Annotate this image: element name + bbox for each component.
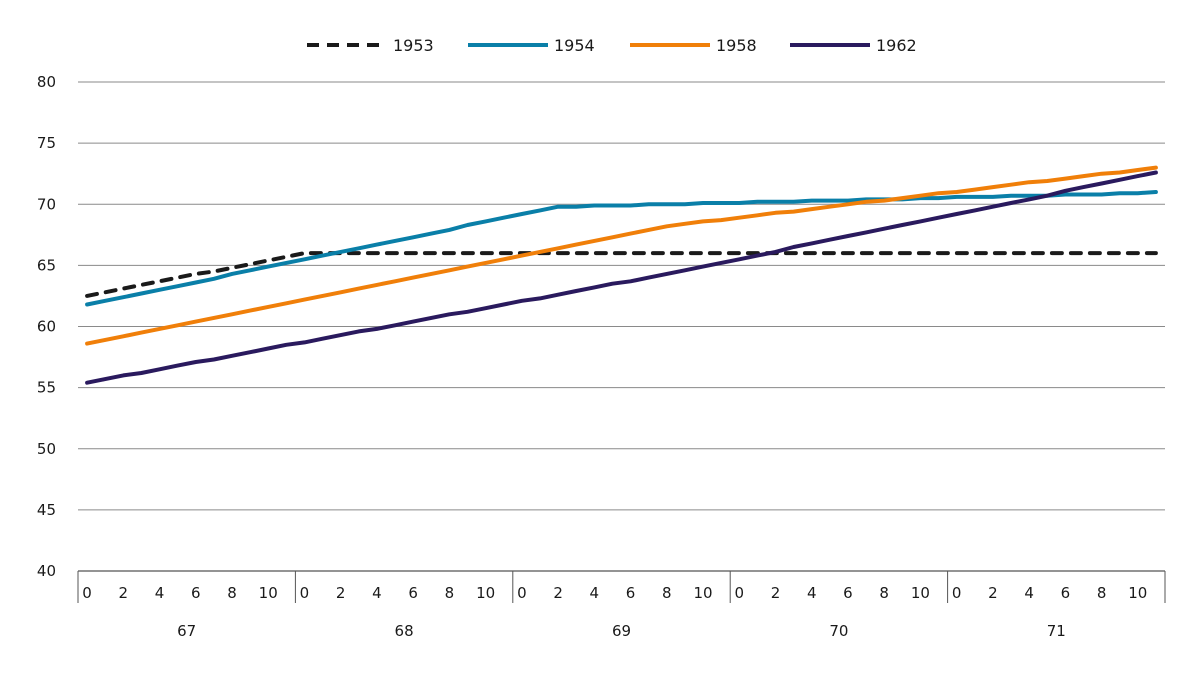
x-sub-tick-label: 6: [626, 584, 636, 602]
x-sub-tick-label: 2: [988, 584, 998, 602]
series-line-1958: [85, 165, 1158, 346]
legend-label: 1953: [393, 36, 434, 55]
y-tick-label: 75: [37, 134, 56, 152]
y-tick-label: 50: [37, 440, 56, 458]
x-sub-tick-label: 6: [843, 584, 853, 602]
y-tick-label: 70: [37, 195, 56, 213]
x-sub-tick-label: 4: [590, 584, 600, 602]
x-sub-tick-label: 8: [879, 584, 889, 602]
y-tick-label: 45: [37, 501, 56, 519]
x-sub-tick-label: 10: [911, 584, 930, 602]
x-group-label: 70: [829, 622, 848, 640]
y-tick-label: 60: [37, 318, 56, 336]
x-sub-tick-label: 4: [155, 584, 165, 602]
x-sub-tick-label: 10: [476, 584, 495, 602]
x-sub-tick-label: 2: [771, 584, 781, 602]
legend-label: 1962: [876, 36, 917, 55]
series-line-1962: [85, 170, 1158, 385]
x-sub-tick-label: 8: [662, 584, 672, 602]
x-sub-tick-label: 4: [807, 584, 817, 602]
x-sub-tick-label: 8: [227, 584, 237, 602]
x-sub-tick-label: 10: [259, 584, 278, 602]
x-group-label: 69: [612, 622, 631, 640]
series-line-1953: [85, 251, 1158, 298]
x-sub-tick-label: 10: [693, 584, 712, 602]
y-tick-label: 55: [37, 379, 56, 397]
x-sub-tick-label: 6: [408, 584, 418, 602]
x-sub-tick-label: 2: [119, 584, 129, 602]
x-sub-tick-label: 0: [300, 584, 310, 602]
legend-label: 1954: [554, 36, 595, 55]
x-sub-tick-label: 6: [191, 584, 201, 602]
x-sub-tick-label: 0: [517, 584, 527, 602]
y-tick-label: 40: [37, 562, 56, 580]
x-group-label: 68: [395, 622, 414, 640]
gridlines: [78, 81, 1165, 572]
x-sub-tick-label: 0: [952, 584, 962, 602]
x-sub-tick-label: 6: [1061, 584, 1071, 602]
x-sub-tick-label: 2: [553, 584, 563, 602]
x-sub-tick-label: 0: [734, 584, 744, 602]
y-tick-label: 80: [37, 73, 56, 91]
x-sub-tick-label: 8: [1097, 584, 1107, 602]
x-group-label: 67: [177, 622, 196, 640]
legend: 1953 1954 1958 1962: [307, 36, 917, 55]
x-sub-tick-label: 10: [1128, 584, 1147, 602]
legend-label: 1958: [716, 36, 757, 55]
x-sub-tick-label: 0: [82, 584, 92, 602]
y-axis-tick-labels: 40 45 50 55 60 65 70 75 80: [37, 73, 56, 580]
y-tick-label: 65: [37, 256, 56, 274]
x-sub-tick-label: 4: [1024, 584, 1034, 602]
x-sub-tick-label: 8: [445, 584, 455, 602]
x-sub-tick-label: 4: [372, 584, 382, 602]
x-group-label: 71: [1047, 622, 1066, 640]
x-sub-tick-label: 2: [336, 584, 346, 602]
series-lines: [85, 165, 1158, 385]
series-line-1954: [85, 190, 1158, 307]
